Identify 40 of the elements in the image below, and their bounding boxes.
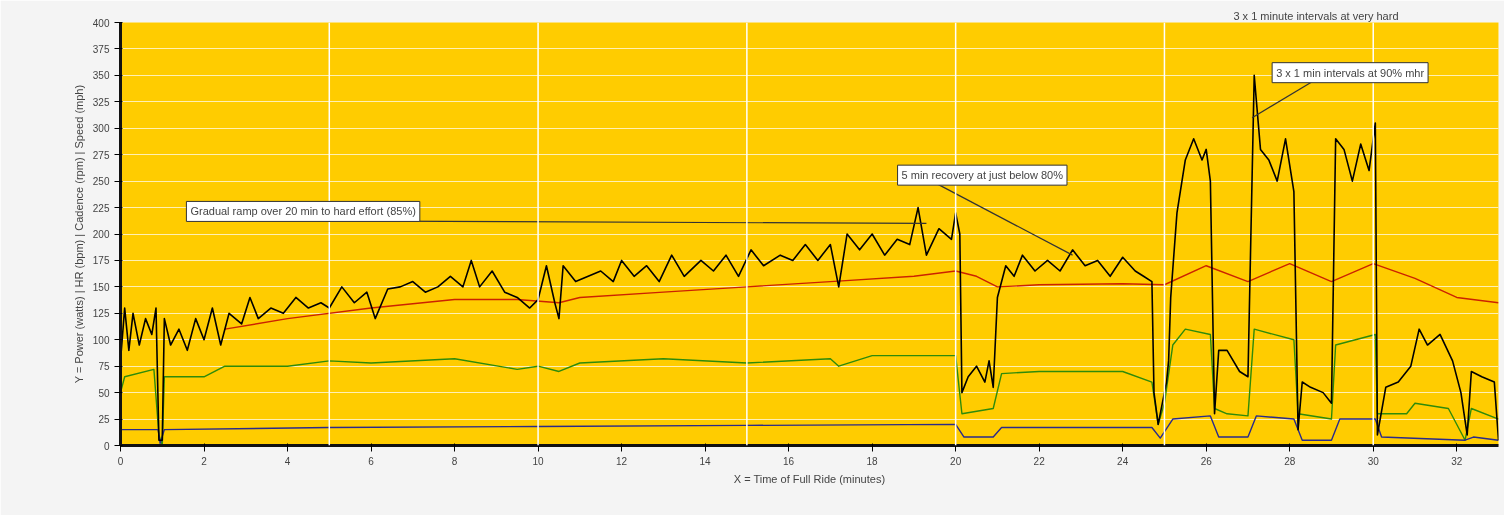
- y-tick-label: 275: [92, 149, 110, 161]
- y-tick-label: 75: [98, 361, 110, 373]
- y-tick-label: 200: [92, 229, 110, 240]
- x-tick-label: 22: [1033, 455, 1046, 467]
- x-tick-label: 16: [783, 455, 795, 467]
- y-tick-label: 250: [92, 176, 110, 188]
- x-tick-label: 18: [866, 455, 879, 467]
- y-axis-title: Y = Power (watts) | HR (bpm) | Cadence (rpm) | Speed (mph): [72, 84, 85, 384]
- x-tick-label: 12: [616, 455, 628, 467]
- x-tick-label: 20: [950, 455, 962, 467]
- x-tick-label: 6: [368, 455, 375, 467]
- x-tick-label: 4: [284, 455, 291, 467]
- y-tick-label: 400: [92, 17, 110, 29]
- x-tick-label: 14: [699, 455, 712, 467]
- x-tick-label: 30: [1367, 455, 1380, 467]
- y-tick-label: 175: [92, 255, 110, 267]
- x-tick-label: 24: [1117, 455, 1129, 467]
- y-tick-label: 225: [92, 202, 110, 214]
- y-tick-label: 375: [92, 43, 110, 55]
- x-axis-title: X = Time of Full Ride (minutes): [733, 472, 886, 485]
- y-tick-label: 125: [92, 308, 110, 320]
- y-tick-label: 100: [92, 334, 110, 346]
- x-tick-label: 0: [117, 455, 124, 467]
- y-tick-label: 325: [92, 96, 110, 108]
- x-tick-label: 8: [451, 455, 458, 467]
- x-tick-label: 2: [201, 455, 208, 467]
- annotation: 5 min recovery at just below 80%: [901, 169, 1064, 182]
- y-tick-label: 50: [98, 387, 110, 399]
- y-tick-label: 25: [98, 414, 110, 426]
- y-tick-label: 300: [92, 123, 110, 135]
- y-tick-label: 0: [103, 440, 110, 452]
- annotation: 3 x 1 min intervals at 90% mhr: [1276, 66, 1425, 79]
- annotation: Gradual ramp over 20 min to hard effort (85%): [190, 205, 416, 218]
- x-tick-label: 32: [1451, 455, 1463, 467]
- x-tick-label: 26: [1200, 455, 1213, 467]
- x-tick-label: 10: [532, 455, 545, 467]
- x-tick-label: 28: [1284, 455, 1296, 467]
- text: 3 x 1 minute intervals at very hard: [1233, 9, 1399, 22]
- y-tick-label: 350: [92, 70, 110, 82]
- y-tick-label: 150: [92, 281, 110, 293]
